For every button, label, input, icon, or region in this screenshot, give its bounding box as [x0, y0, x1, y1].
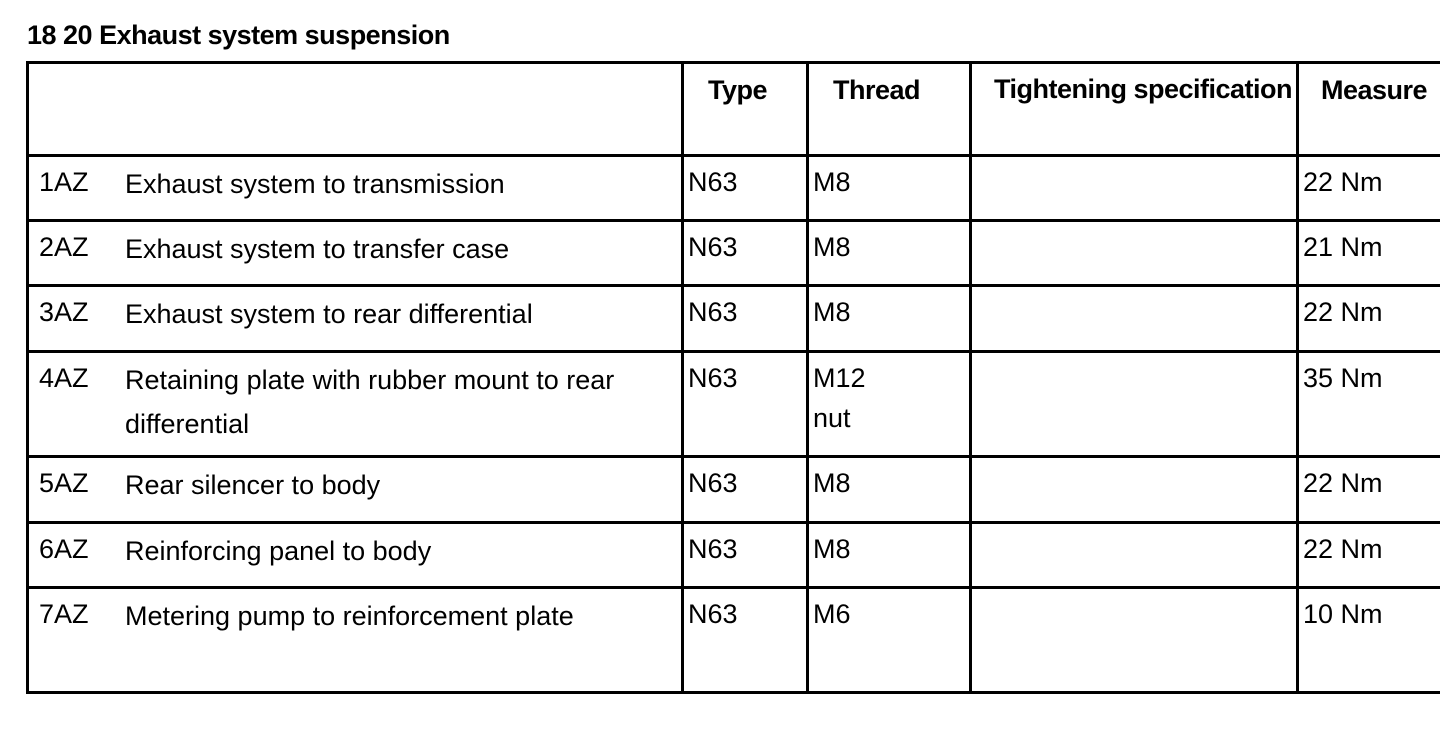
spec-cell	[969, 350, 1299, 458]
item-type: N63	[688, 599, 738, 629]
type-cell: N63	[681, 219, 809, 287]
measure-cell: 22 Nm	[1296, 284, 1440, 353]
item-id: 4AZ	[39, 363, 89, 393]
spec-cell	[969, 521, 1299, 589]
item-type: N63	[688, 232, 738, 262]
header-description	[26, 61, 684, 157]
item-id: 7AZ	[39, 599, 89, 629]
type-cell: N63	[681, 284, 809, 353]
thread-cell: M8	[806, 154, 972, 222]
item-id: 5AZ	[39, 468, 89, 498]
description-cell: 4AZ Retaining plate with rubber mount to …	[26, 350, 684, 458]
item-measure: 22 Nm	[1303, 167, 1383, 197]
item-description: Retaining plate with rubber mount to rea…	[125, 365, 615, 439]
table-row: 5AZ Rear silencer to body N63 M8 22 Nm	[26, 455, 1440, 524]
spec-cell	[969, 455, 1299, 524]
table-row: 1AZ Exhaust system to transmission N63 M8…	[26, 154, 1440, 222]
spec-cell	[969, 586, 1299, 694]
item-thread: M8	[813, 232, 851, 262]
item-type: N63	[688, 297, 738, 327]
measure-cell: 35 Nm	[1296, 350, 1440, 458]
item-measure: 22 Nm	[1303, 297, 1383, 327]
measure-cell: 22 Nm	[1296, 455, 1440, 524]
measure-cell: 21 Nm	[1296, 219, 1440, 287]
item-measure: 22 Nm	[1303, 468, 1383, 498]
item-measure: 10 Nm	[1303, 599, 1383, 629]
description-cell: 3AZ Exhaust system to rear differential	[26, 284, 684, 353]
thread-cell: M8	[806, 284, 972, 353]
type-cell: N63	[681, 154, 809, 222]
item-id: 3AZ	[39, 297, 89, 327]
table-row: 6AZ Reinforcing panel to body N63 M8 22 N…	[26, 521, 1440, 589]
table-row: 3AZ Exhaust system to rear differential N…	[26, 284, 1440, 353]
item-description: Exhaust system to transfer case	[125, 234, 510, 264]
section-title: 18 20 Exhaust system suspension	[27, 20, 450, 50]
description-cell: 1AZ Exhaust system to transmission	[26, 154, 684, 222]
type-cell: N63	[681, 521, 809, 589]
item-type: N63	[688, 534, 738, 564]
item-type: N63	[688, 363, 738, 393]
table-row: 4AZ Retaining plate with rubber mount to …	[26, 350, 1440, 458]
item-description: Rear silencer to body	[125, 470, 381, 500]
description-cell: 2AZ Exhaust system to transfer case	[26, 219, 684, 287]
thread-cell: M12 nut	[806, 350, 972, 458]
thread-cell: M8	[806, 455, 972, 524]
table-row: 7AZ Metering pump to reinforcement plate …	[26, 586, 1440, 694]
item-thread: M8	[813, 468, 851, 498]
measure-cell: 22 Nm	[1296, 154, 1440, 222]
item-description: Exhaust system to transmission	[125, 169, 505, 199]
thread-cell: M8	[806, 521, 972, 589]
spec-cell	[969, 284, 1299, 353]
item-thread: M12 nut	[813, 363, 866, 433]
spec-cell	[969, 219, 1299, 287]
header-row: Type Thread Tightening specification Mea…	[26, 61, 1440, 157]
item-id: 1AZ	[39, 167, 89, 197]
item-id: 2AZ	[39, 232, 89, 262]
description-cell: 7AZ Metering pump to reinforcement plate	[26, 586, 684, 694]
thread-cell: M6	[806, 586, 972, 694]
item-description: Metering pump to reinforcement plate	[125, 601, 574, 631]
header-thread: Thread	[806, 61, 972, 157]
type-cell: N63	[681, 455, 809, 524]
header-measure: Measure	[1296, 61, 1440, 157]
item-type: N63	[688, 468, 738, 498]
spec-cell	[969, 154, 1299, 222]
type-cell: N63	[681, 350, 809, 458]
header-type: Type	[681, 61, 809, 157]
item-measure: 35 Nm	[1303, 363, 1383, 393]
item-thread: M8	[813, 297, 851, 327]
item-description: Reinforcing panel to body	[125, 536, 432, 566]
description-cell: 5AZ Rear silencer to body	[26, 455, 684, 524]
description-cell: 6AZ Reinforcing panel to body	[26, 521, 684, 589]
item-thread: M6	[813, 599, 851, 629]
thread-cell: M8	[806, 219, 972, 287]
torque-spec-table: Type Thread Tightening specification Mea…	[26, 61, 1440, 694]
item-thread: M8	[813, 534, 851, 564]
item-type: N63	[688, 167, 738, 197]
item-measure: 21 Nm	[1303, 232, 1383, 262]
item-thread: M8	[813, 167, 851, 197]
type-cell: N63	[681, 586, 809, 694]
header-tightening-spec: Tightening specification	[969, 61, 1299, 157]
item-id: 6AZ	[39, 534, 89, 564]
item-measure: 22 Nm	[1303, 534, 1383, 564]
item-description: Exhaust system to rear differential	[125, 299, 533, 329]
measure-cell: 22 Nm	[1296, 521, 1440, 589]
table-row: 2AZ Exhaust system to transfer case N63 M…	[26, 219, 1440, 287]
measure-cell: 10 Nm	[1296, 586, 1440, 694]
